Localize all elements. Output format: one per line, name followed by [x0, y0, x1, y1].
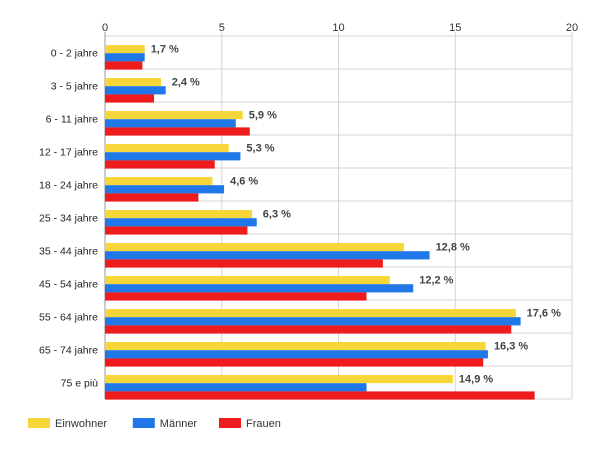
data-label: 12,8 % — [436, 242, 470, 254]
bar-frauen — [105, 325, 512, 334]
bar-m-nner — [105, 185, 225, 194]
legend-swatch — [28, 418, 50, 428]
legend-label: Frauen — [246, 418, 281, 430]
data-label: 2,4 % — [172, 77, 200, 89]
category-label: 75 e più — [61, 378, 99, 390]
data-label: 4,6 % — [230, 176, 258, 188]
x-tick-label: 5 — [219, 22, 225, 34]
data-label: 5,3 % — [246, 143, 274, 155]
bar-m-nner — [105, 53, 145, 62]
category-label: 35 - 44 jahre — [39, 246, 98, 258]
bar-einwohner — [105, 276, 390, 285]
x-tick-label: 10 — [332, 22, 344, 34]
x-tick-label: 20 — [566, 22, 578, 34]
bar-einwohner — [105, 342, 486, 351]
legend-swatch — [219, 418, 241, 428]
bar-frauen — [105, 193, 199, 202]
bar-m-nner — [105, 317, 521, 326]
bar-m-nner — [105, 284, 414, 293]
bar-einwohner — [105, 177, 213, 186]
bar-einwohner — [105, 144, 229, 153]
category-label: 6 - 11 jahre — [46, 114, 98, 126]
bar-frauen — [105, 292, 367, 301]
category-label: 55 - 64 jahre — [39, 312, 98, 324]
bar-frauen — [105, 391, 535, 400]
bar-einwohner — [105, 309, 516, 318]
data-label: 16,3 % — [494, 341, 528, 353]
legend-swatch — [132, 418, 155, 428]
legend-label: Männer — [160, 418, 198, 430]
category-label: 45 - 54 jahre — [39, 279, 98, 291]
bar-einwohner — [105, 45, 145, 54]
legend-label: Einwohner — [55, 418, 107, 430]
bar-m-nner — [105, 86, 166, 95]
data-label: 1,7 % — [151, 44, 179, 56]
bar-einwohner — [105, 111, 243, 120]
data-label: 17,6 % — [527, 308, 561, 320]
data-label: 12,2 % — [419, 275, 453, 287]
category-label: 18 - 24 jahre — [39, 180, 98, 192]
bar-m-nner — [105, 152, 241, 161]
bar-frauen — [105, 94, 155, 103]
category-label: 65 - 74 jahre — [39, 345, 98, 357]
category-label: 12 - 17 jahre — [39, 147, 98, 159]
category-label: 25 - 34 jahre — [39, 213, 98, 225]
bar-frauen — [105, 226, 248, 235]
bar-einwohner — [105, 243, 404, 252]
bar-m-nner — [105, 350, 488, 359]
bar-m-nner — [105, 251, 430, 260]
bar-einwohner — [105, 78, 162, 87]
bar-einwohner — [105, 375, 453, 384]
bar-frauen — [105, 259, 383, 268]
data-label: 5,9 % — [249, 110, 277, 122]
x-tick-label: 0 — [102, 22, 108, 34]
category-label: 3 - 5 jahre — [51, 81, 98, 93]
bar-frauen — [105, 160, 215, 169]
bar-frauen — [105, 61, 143, 70]
x-tick-label: 15 — [449, 22, 461, 34]
bar-m-nner — [105, 383, 367, 392]
data-label: 6,3 % — [263, 209, 291, 221]
bar-frauen — [105, 358, 484, 367]
bar-m-nner — [105, 218, 257, 227]
data-label: 14,9 % — [459, 374, 493, 386]
bar-frauen — [105, 127, 250, 136]
category-label: 0 - 2 jahre — [51, 48, 98, 60]
bar-m-nner — [105, 119, 236, 128]
bar-einwohner — [105, 210, 253, 219]
